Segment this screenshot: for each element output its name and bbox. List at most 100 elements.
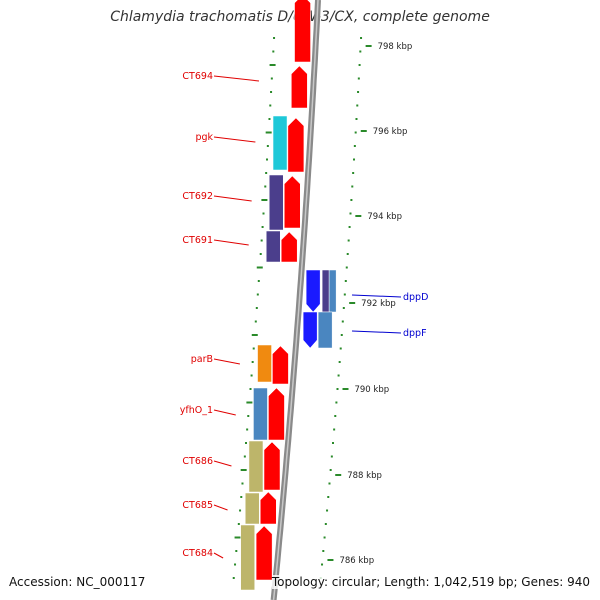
left-tick <box>246 401 253 404</box>
cog-color-bar <box>272 115 288 171</box>
right-tick <box>360 37 363 39</box>
label-leader-line <box>213 552 224 559</box>
red-gene-arrow <box>255 525 273 581</box>
red-gene-arrow <box>287 117 305 173</box>
cog-color-bar <box>321 269 330 313</box>
left-tick <box>268 118 271 120</box>
left-tick <box>240 496 243 498</box>
right-tick <box>354 131 357 134</box>
gene-label-dppd: dppD <box>403 292 428 303</box>
kbp-label: 794 kbp <box>367 212 402 222</box>
kbp-tick-mark <box>360 130 367 132</box>
cog-color-bar <box>268 174 284 231</box>
kbp-tick-mark <box>355 215 362 217</box>
right-tick <box>340 334 343 336</box>
left-tick <box>246 428 249 431</box>
left-tick <box>256 293 259 296</box>
gene-label-ct685: CT685 <box>182 500 213 511</box>
cog-color-bar <box>240 524 255 591</box>
label-leader-line <box>351 294 402 298</box>
genome-backbone <box>270 0 321 600</box>
left-tick <box>256 266 263 269</box>
right-tick <box>344 280 347 282</box>
left-tick <box>266 158 269 161</box>
right-tick <box>352 172 355 174</box>
right-tick <box>322 550 325 552</box>
right-tick <box>355 118 358 120</box>
right-tick <box>332 442 335 444</box>
label-leader-line <box>213 409 236 416</box>
label-leader-line <box>213 239 249 246</box>
right-tick <box>339 347 342 350</box>
label-leader-line <box>213 358 240 365</box>
left-tick <box>241 482 244 485</box>
right-tick <box>357 77 360 80</box>
right-tick <box>346 253 349 255</box>
right-tick <box>333 428 336 431</box>
right-tick <box>321 563 324 566</box>
gene-label-ct684: CT684 <box>182 548 213 559</box>
right-tick <box>356 104 359 107</box>
left-tick <box>249 388 252 390</box>
cog-color-bar <box>253 387 268 441</box>
left-tick <box>243 455 246 458</box>
left-tick <box>252 347 255 350</box>
gene-label-ct694: CT694 <box>182 71 213 82</box>
left-tick <box>269 64 276 66</box>
cog-color-bar <box>317 311 333 349</box>
red-gene-arrow <box>268 387 285 441</box>
right-tick <box>358 64 361 66</box>
right-tick <box>357 91 360 93</box>
minor-tick-dots <box>232 37 363 579</box>
right-tick <box>359 50 362 53</box>
right-tick <box>324 523 327 525</box>
right-tick <box>338 361 341 363</box>
label-leader-line <box>213 75 260 82</box>
left-tick <box>234 536 241 539</box>
right-tick <box>347 239 350 242</box>
left-tick <box>251 334 258 336</box>
left-tick <box>247 415 250 417</box>
left-tick <box>261 199 268 201</box>
gene-label-yfho_1: yfhO_1 <box>180 405 213 416</box>
left-tick <box>251 361 254 363</box>
gene-label-pgk: pgk <box>195 132 213 143</box>
kbp-label: 792 kbp <box>361 299 396 309</box>
kbp-tick-mark <box>349 302 356 304</box>
left-tick <box>245 442 248 444</box>
left-tick <box>250 374 253 377</box>
left-tick <box>265 172 268 174</box>
red-gene-arrow <box>294 0 311 63</box>
red-gene-arrow <box>260 491 277 525</box>
left-tick <box>265 131 272 134</box>
right-tick <box>327 496 330 498</box>
kbp-label: 790 kbp <box>354 385 389 395</box>
left-tick <box>235 550 238 552</box>
left-tick <box>261 226 264 228</box>
right-tick <box>350 199 353 201</box>
left-tick <box>260 239 263 242</box>
right-tick <box>341 320 344 323</box>
left-tick <box>262 212 265 215</box>
kbp-ruler: 798 kbp 796 kbp 794 kbp 792 kbp 790 kbp 788 k… <box>327 42 412 566</box>
right-tick <box>342 307 345 309</box>
kbp-tick-mark <box>342 388 349 390</box>
backbone-highlight <box>272 0 319 600</box>
right-tick <box>334 415 337 417</box>
gene-label-parb: parB <box>191 354 213 365</box>
left-tick <box>270 77 273 80</box>
cog-color-bar <box>244 492 260 525</box>
cog-color-bar <box>328 269 337 313</box>
kbp-tick-mark <box>365 45 372 47</box>
right-tick <box>348 226 351 228</box>
right-tick <box>330 455 333 458</box>
left-tick <box>270 91 273 93</box>
gene-label-ct692: CT692 <box>182 191 213 202</box>
kbp-label: 796 kbp <box>373 127 408 137</box>
accession-text: Accession: NC_000117 <box>9 575 146 589</box>
right-tick <box>353 158 356 161</box>
cog-color-bar <box>257 344 272 383</box>
left-tick <box>266 145 269 147</box>
right-tick <box>343 293 346 296</box>
right-tick <box>326 509 329 512</box>
